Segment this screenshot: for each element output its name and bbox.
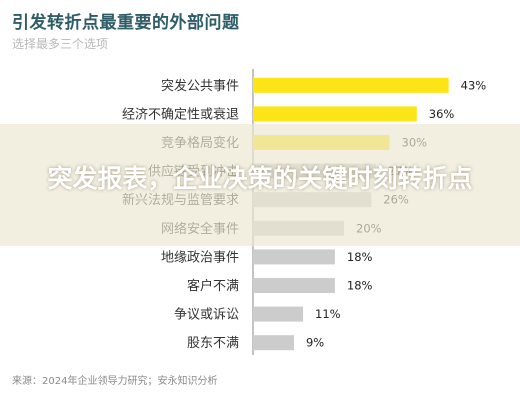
value-label: 9%	[306, 336, 324, 350]
bar	[253, 106, 417, 122]
value-label: 18%	[347, 250, 373, 264]
bar	[253, 335, 294, 351]
category-label: 客户不满	[187, 278, 239, 294]
value-label: 36%	[429, 107, 455, 121]
bar	[253, 278, 335, 293]
bar	[253, 249, 335, 265]
bar	[253, 77, 449, 93]
chart-title: 引发转折点最重要的外部问题	[12, 13, 240, 33]
chart-subtitle: 选择最多三个选项	[12, 37, 109, 51]
category-label: 经济不确定性或衰退	[122, 106, 239, 122]
headline-overlay	[0, 124, 520, 246]
headline-text: 突发报表，企业决策的关键时刻转折点	[47, 164, 473, 193]
category-label: 突发公共事件	[161, 78, 239, 94]
category-label: 争议或诉讼	[174, 308, 239, 323]
bar	[253, 306, 304, 322]
chart-source: 来源：2024年企业领导力研究；安永知识分析	[12, 376, 218, 387]
category-label: 地缘政治事件	[161, 250, 239, 265]
value-label: 43%	[461, 78, 487, 92]
value-label: 11%	[315, 307, 341, 321]
category-label: 股东不满	[187, 336, 239, 351]
value-label: 18%	[347, 279, 373, 293]
